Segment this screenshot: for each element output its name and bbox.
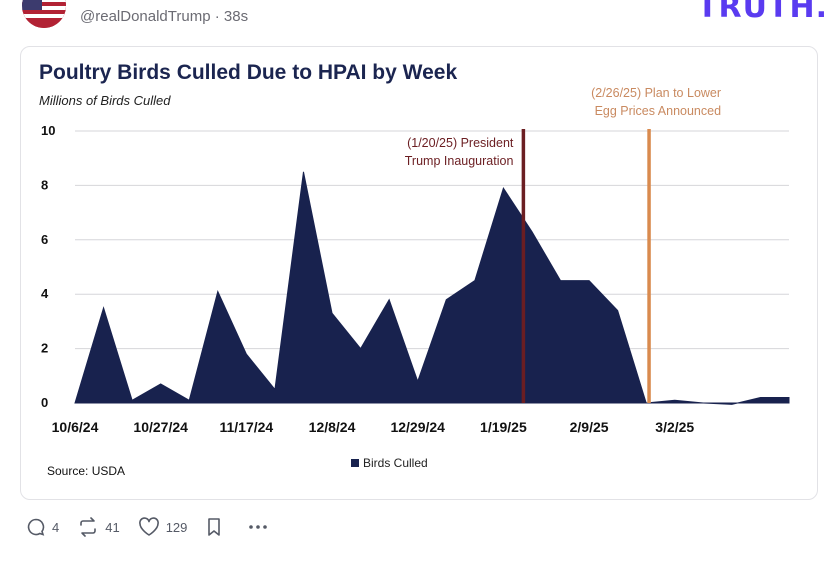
chart-title: Poultry Birds Culled Due to HPAI by Week bbox=[39, 61, 457, 84]
legend-label: Birds Culled bbox=[363, 456, 428, 470]
source-label: Source: USDA bbox=[47, 464, 125, 478]
legend-swatch bbox=[351, 459, 359, 467]
chart: Poultry Birds Culled Due to HPAI by Week… bbox=[39, 61, 790, 478]
like-count: 129 bbox=[165, 519, 188, 535]
heart-icon bbox=[138, 517, 159, 536]
post-image[interactable]: Poultry Birds Culled Due to HPAI by Week… bbox=[20, 46, 818, 500]
reply-count: 4 bbox=[52, 519, 60, 535]
post-header: @realDonaldTrump · 38s TRUTH. bbox=[0, 0, 840, 40]
retruth-action[interactable]: 41 bbox=[77, 517, 120, 537]
annotation-label: Egg Prices Announced bbox=[595, 104, 722, 118]
annotation-label: (2/26/25) Plan to Lower bbox=[591, 86, 721, 100]
flag-avatar-icon bbox=[22, 0, 66, 28]
x-tick-label: 2/9/25 bbox=[570, 419, 609, 435]
y-tick-label: 10 bbox=[41, 123, 55, 138]
x-tick-labels: 10/6/24 10/27/24 11/17/24 12/8/24 12/29/24 1/… bbox=[52, 419, 695, 435]
brand-logo: TRUTH. bbox=[697, 0, 828, 25]
annotations: (1/20/25) President Trump Inauguration (2/… bbox=[405, 86, 721, 403]
y-tick-label: 2 bbox=[41, 341, 48, 356]
retruth-count: 41 bbox=[105, 519, 120, 535]
y-axis-label: Millions of Birds Culled bbox=[39, 93, 171, 108]
legend: Birds Culled bbox=[351, 456, 428, 470]
x-tick-label: 12/8/24 bbox=[309, 419, 356, 435]
area-layer bbox=[74, 171, 790, 405]
meta-separator: · bbox=[214, 8, 220, 25]
x-tick-label: 10/27/24 bbox=[133, 419, 188, 435]
y-tick-label: 8 bbox=[41, 177, 48, 192]
x-tick-label: 10/6/24 bbox=[52, 419, 99, 435]
annotation-label: (1/20/25) President bbox=[407, 136, 514, 150]
y-tick-label: 6 bbox=[41, 232, 48, 247]
x-tick-label: 1/19/25 bbox=[480, 419, 527, 435]
post-meta: @realDonaldTrump · 38s bbox=[80, 8, 248, 25]
x-tick-label: 11/17/24 bbox=[219, 419, 273, 435]
avatar[interactable] bbox=[22, 0, 66, 28]
more-action[interactable] bbox=[247, 517, 275, 537]
user-handle[interactable]: @realDonaldTrump bbox=[80, 8, 211, 25]
like-action[interactable]: 129 bbox=[138, 517, 188, 537]
bookmark-icon bbox=[208, 518, 221, 536]
annotation-label: Trump Inauguration bbox=[405, 154, 514, 168]
reply-action[interactable]: 4 bbox=[26, 517, 59, 537]
post-timestamp[interactable]: 38s bbox=[223, 8, 249, 25]
retruth-icon bbox=[80, 517, 97, 537]
series-area-birds-culled bbox=[74, 171, 790, 405]
x-tick-label: 12/29/24 bbox=[390, 419, 445, 435]
reply-icon bbox=[27, 518, 45, 536]
x-tick-label: 3/2/25 bbox=[655, 419, 694, 435]
post-actions: 4 41 129 bbox=[26, 512, 426, 542]
y-tick-labels: 0 2 4 6 8 10 bbox=[41, 123, 55, 410]
more-icon bbox=[249, 525, 268, 529]
y-tick-label: 0 bbox=[41, 395, 48, 410]
y-tick-label: 4 bbox=[41, 286, 49, 301]
bookmark-action[interactable] bbox=[205, 517, 229, 537]
